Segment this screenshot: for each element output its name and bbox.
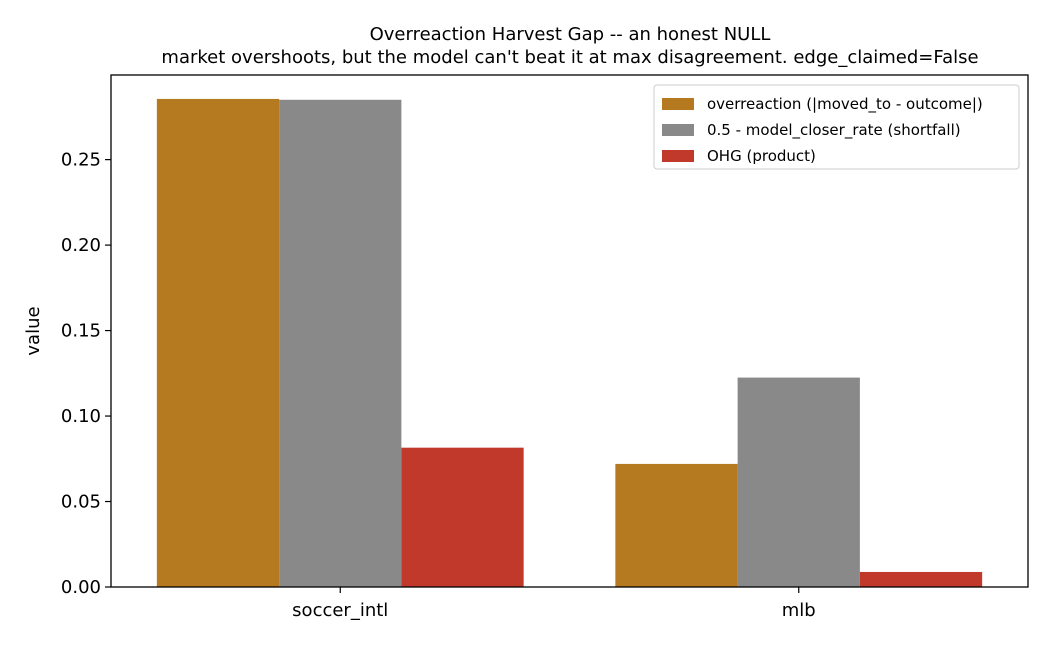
y-tick-label: 0.00 [61,577,101,598]
legend-swatch-2 [662,150,694,162]
y-axis: 0.00 0.05 0.10 0.15 0.20 0.25 [61,150,111,598]
y-tick-label: 0.15 [61,321,101,342]
bar-mlb-series-1 [737,377,860,587]
x-axis: soccer_intl mlb [292,587,816,621]
legend-label-1: 0.5 - model_closer_rate (shortfall) [707,121,961,140]
legend-label-0: overreaction (|moved_to - outcome|) [707,95,983,114]
legend-box [653,84,1020,170]
plot-frame [110,74,1029,588]
legend-swatch-1 [662,124,694,136]
legend: overreaction (|moved_to - outcome|) 0.5 -… [653,84,1020,170]
bar-mlb-series-2 [859,571,983,587]
legend-label-2: OHG (product) [707,147,816,165]
y-tick-label: 0.10 [61,406,101,427]
bar-soccer_intl-series-0 [156,98,280,587]
chart-subtitle: market overshoots, but the model can't b… [161,47,978,68]
y-tick-label: 0.20 [61,235,101,256]
chart-title: Overreaction Harvest Gap -- an honest NU… [370,24,771,45]
bar-group [156,98,983,588]
y-tick-label: 0.05 [61,492,101,513]
bar-soccer_intl-series-1 [279,99,402,588]
bar-soccer_intl-series-2 [401,447,524,587]
bar-mlb-series-0 [615,463,738,587]
legend-swatch-0 [662,98,694,110]
x-tick-label: mlb [782,600,816,621]
x-tick-label: soccer_intl [292,600,388,621]
y-tick-label: 0.25 [61,150,101,171]
y-axis-label: value [23,306,44,355]
